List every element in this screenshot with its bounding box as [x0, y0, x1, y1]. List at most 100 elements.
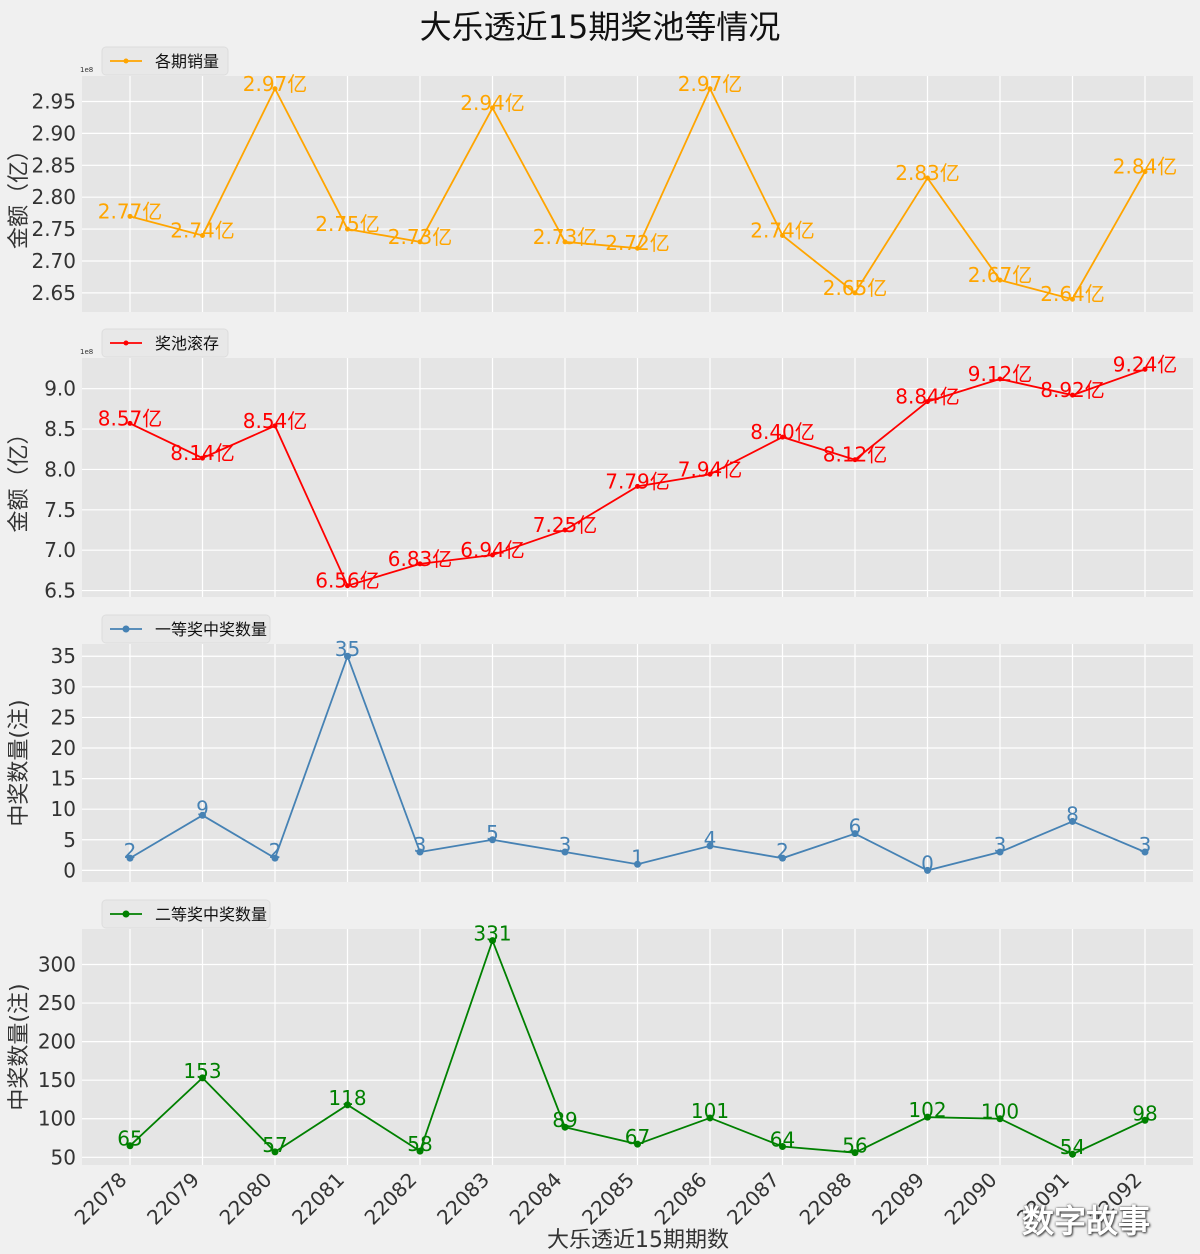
legend-label: 一等奖中奖数量 [155, 620, 267, 639]
data-point [417, 561, 423, 567]
data-label: 4 [704, 827, 717, 851]
data-label: 118 [328, 1086, 366, 1110]
data-label: 2.73亿 [388, 225, 453, 249]
y-tick-label: 35 [51, 644, 76, 668]
data-label: 2 [776, 839, 789, 863]
x-tick-label: 22083 [432, 1168, 494, 1230]
y-tick-label: 2.65 [31, 281, 76, 305]
y-tick-label: 2.95 [31, 90, 76, 114]
x-tick-label: 22086 [650, 1168, 712, 1230]
data-label: 8.84亿 [895, 385, 960, 409]
y-tick-label: 9.0 [44, 377, 76, 401]
y-axis-label: 金额（亿） [7, 422, 32, 532]
data-label: 8.92亿 [1040, 378, 1105, 402]
axis-offset-label: 1e8 [80, 66, 93, 74]
chart-panel-3: 05101520253035中奖数量(注)2923535314260383一等奖… [7, 614, 1193, 882]
y-tick-label: 0 [63, 858, 76, 882]
data-point [996, 848, 1004, 856]
data-point [706, 1114, 714, 1122]
y-tick-label: 150 [38, 1068, 76, 1092]
y-tick-label: 8.5 [44, 417, 76, 441]
data-label: 8.14亿 [170, 441, 235, 465]
data-label: 67 [625, 1125, 650, 1149]
data-label: 8.12亿 [823, 443, 888, 467]
data-label: 6.94亿 [460, 538, 525, 562]
y-tick-label: 100 [38, 1107, 76, 1131]
data-point [706, 842, 714, 850]
data-label: 0 [921, 851, 934, 875]
data-point [1141, 1116, 1149, 1124]
x-tick-label: 22090 [940, 1168, 1002, 1230]
data-label: 2 [124, 839, 137, 863]
data-label: 89 [552, 1108, 577, 1132]
data-label: 7.94亿 [678, 457, 743, 481]
data-label: 2.64亿 [1040, 282, 1105, 306]
y-axis-label: 中奖数量(注) [7, 699, 32, 826]
y-tick-label: 2.70 [31, 249, 76, 273]
data-label: 2.73亿 [533, 225, 598, 249]
data-point [707, 86, 713, 92]
data-point [1069, 1150, 1076, 1158]
x-tick-label: 22081 [287, 1168, 349, 1230]
data-label: 54 [1060, 1135, 1085, 1159]
data-label: 2.72亿 [605, 231, 670, 255]
data-point [996, 1115, 1004, 1123]
data-point [780, 232, 785, 238]
data-point [635, 483, 640, 489]
data-label: 8.40亿 [750, 420, 815, 444]
data-label: 35 [335, 637, 360, 661]
data-point [851, 830, 859, 838]
data-point [490, 552, 495, 558]
y-tick-label: 300 [38, 952, 76, 976]
x-tick-label: 22088 [795, 1168, 857, 1230]
data-label: 3 [994, 833, 1007, 857]
data-label: 102 [908, 1098, 946, 1122]
data-point [200, 232, 205, 238]
data-point [272, 86, 278, 92]
legend-marker [122, 625, 130, 633]
figure-title: 大乐透近15期奖池等情况 [419, 8, 781, 46]
data-point [779, 1142, 786, 1150]
legend-marker [123, 340, 129, 346]
data-point [272, 423, 278, 429]
legend-marker [122, 910, 130, 918]
data-point [345, 226, 350, 232]
legend: 一等奖中奖数量 [101, 614, 271, 644]
data-label: 2.94亿 [460, 91, 525, 115]
axis-offset-label: 1e8 [80, 348, 93, 356]
data-label: 3 [559, 833, 572, 857]
x-tick-label: 22085 [577, 1168, 639, 1230]
y-tick-label: 50 [51, 1145, 76, 1169]
data-label: 7.79亿 [605, 469, 670, 493]
y-tick-label: 2.80 [31, 185, 76, 209]
data-point [126, 1142, 134, 1150]
data-point [345, 583, 350, 589]
data-point [490, 105, 495, 111]
data-label: 100 [981, 1100, 1019, 1124]
y-tick-label: 30 [51, 675, 76, 699]
data-label: 7.25亿 [533, 513, 598, 537]
data-point [126, 854, 134, 862]
data-label: 2.97亿 [243, 72, 308, 96]
data-point [561, 1123, 569, 1131]
data-label: 5 [486, 821, 499, 845]
legend-label: 各期销量 [155, 52, 219, 71]
x-tick-label: 22084 [505, 1168, 567, 1230]
data-point [127, 213, 133, 219]
data-label: 58 [407, 1132, 432, 1156]
data-label: 2.74亿 [750, 218, 815, 242]
data-label: 3 [1139, 833, 1152, 857]
data-point [1069, 817, 1076, 825]
data-label: 9.24亿 [1113, 352, 1178, 376]
data-point [199, 811, 206, 819]
data-label: 2.75亿 [315, 212, 380, 236]
data-label: 101 [691, 1099, 729, 1123]
legend: 二等奖中奖数量 [101, 899, 271, 929]
data-point [271, 854, 279, 862]
data-label: 1 [631, 845, 644, 869]
data-point [344, 1101, 351, 1109]
data-point [1070, 296, 1075, 302]
data-point [1142, 366, 1148, 372]
y-tick-label: 25 [51, 705, 76, 729]
legend-marker [123, 58, 129, 64]
